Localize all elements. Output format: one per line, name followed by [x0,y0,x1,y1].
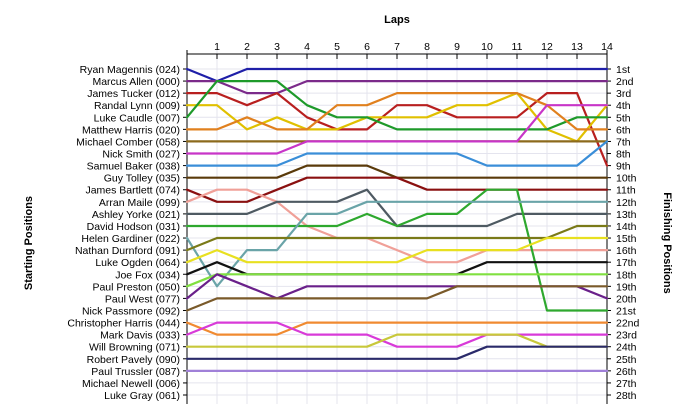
finishing-label: 14th [616,221,637,233]
driver-label: Paul West (077) [105,293,180,305]
driver-label: Randal Lynn (009) [94,100,180,112]
driver-label: Paul Trussler (087) [91,366,180,378]
driver-label: Will Browning (071) [89,342,180,354]
finishing-label: 1st [616,64,630,76]
driver-label: Ashley Yorke (021) [92,209,180,221]
driver-label: Luke Caudle (007) [94,112,180,124]
finishing-label: 25th [616,354,637,366]
series-line [185,104,609,155]
series-line [185,236,609,264]
finishing-label: 17th [616,257,637,269]
series-line [185,285,609,312]
driver-label: Luke Ogden (064) [95,257,180,269]
x-tick-label: 9 [454,41,460,53]
finishing-label: 23rd [616,330,637,342]
driver-label: Arran Maile (099) [99,197,180,209]
finishing-label: 11th [616,185,636,197]
driver-label: Paul Preston (050) [92,281,180,293]
driver-label: Nick Smith (027) [102,149,180,161]
chart-title: Laps [384,14,410,26]
x-tick-label: 4 [304,41,310,53]
driver-label: Samuel Baker (038) [87,161,180,173]
finishing-label: 9th [616,161,631,173]
driver-label: Ryan Magennis (024) [80,64,180,76]
finishing-label: 13th [616,209,637,221]
x-tick-label: 10 [481,41,493,53]
series-line [185,345,609,360]
driver-label: Matthew Harris (020) [82,124,180,136]
series-line [185,176,609,203]
series-line [185,273,609,288]
series-line [185,91,609,131]
series-line [185,200,609,288]
finishing-label: 21st [616,305,636,317]
series-line [185,321,609,348]
series-line [185,79,609,95]
finishing-label: 16th [616,245,637,257]
finishing-label: 22nd [616,318,640,330]
driver-label: James Tucker (012) [87,88,180,100]
x-tick-label: 12 [541,41,553,53]
driver-label: James Bartlett (074) [85,185,180,197]
driver-label: Nathan Durnford (091) [75,245,180,257]
x-tick-label: 1 [214,41,220,53]
series-line [185,321,609,336]
y-axis-right-title: Finishing Positions [661,192,673,293]
finishing-label: 4th [616,100,631,112]
driver-label: Marcus Allen (000) [92,76,180,88]
finishing-label: 24th [616,342,637,354]
finishing-label: 6th [616,124,631,136]
finishing-label: 15th [616,233,637,245]
series-line [185,140,609,167]
finishing-label: 27th [616,378,637,390]
finishing-label: 2nd [616,76,634,88]
finishing-label: 28th [616,390,637,402]
finishing-label: 7th [616,136,631,148]
x-tick-label: 3 [274,41,280,53]
x-tick-label: 11 [512,41,523,53]
finishing-label: 26th [616,366,637,378]
finishing-label: 3rd [616,88,631,100]
driver-label: Robert Pavely (090) [87,354,180,366]
series-line [185,79,609,131]
y-axis-left-title: Starting Positions [23,196,35,290]
driver-label: Mark Davis (033) [100,330,180,342]
x-tick-label: 8 [424,41,430,53]
driver-label: David Hodson (031) [87,221,180,233]
series-line [185,188,609,264]
series-lines [185,67,609,372]
series-line [185,67,609,83]
x-tick-label: 5 [334,41,340,53]
finishing-label: 18th [616,269,637,281]
x-tick-label: 7 [394,41,400,53]
x-tick-label: 6 [364,41,370,53]
driver-label: Michael Comber (058) [76,136,180,148]
x-tick-label: 2 [244,41,250,53]
driver-label: Christopher Harris (044) [67,318,180,330]
driver-label: Guy Tolley (035) [104,173,180,185]
driver-label: Luke Gray (061) [104,390,180,402]
driver-label: Michael Newell (006) [82,378,180,390]
finishing-label: 8th [616,149,631,161]
finishing-label: 19th [616,281,637,293]
finishing-label: 10th [616,173,637,185]
finishing-label: 20th [616,293,637,305]
finishing-label: 12th [616,197,637,209]
x-tick-label: 13 [571,41,583,53]
series-line [185,188,609,312]
driver-label: Nick Passmore (092) [82,305,180,317]
driver-label: Joe Fox (034) [115,269,180,281]
driver-label: Helen Gardiner (022) [81,233,180,245]
series-line [185,224,609,252]
x-tick-label: 14 [601,41,613,53]
finishing-label: 5th [616,112,631,124]
series-line [185,333,609,348]
